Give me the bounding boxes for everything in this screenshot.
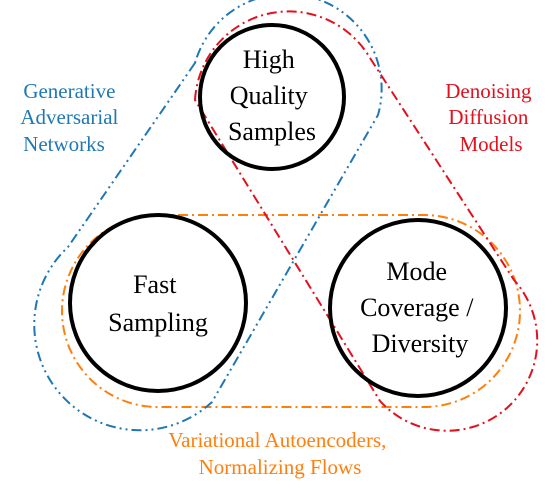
vae-flows-label: Variational Autoencoders, Normalizing Fl… <box>168 428 391 479</box>
fast-sampling-label: Fast Sampling <box>108 270 208 337</box>
diffusion-label: Denoising Diffusion Models <box>445 79 537 156</box>
vae-flows-boundary <box>61 214 521 408</box>
mode-coverage-circle <box>328 218 508 398</box>
fast-sampling-circle <box>68 213 248 393</box>
high-quality-label: High Quality Samples <box>228 45 316 146</box>
mode-coverage-label: Mode Coverage / Diversity <box>360 257 480 358</box>
gan-label: Generative Adversarial Networks <box>20 79 123 156</box>
high-quality-circle <box>198 23 346 171</box>
diffusion-boundary <box>193 10 539 432</box>
gan-boundary <box>33 0 383 432</box>
